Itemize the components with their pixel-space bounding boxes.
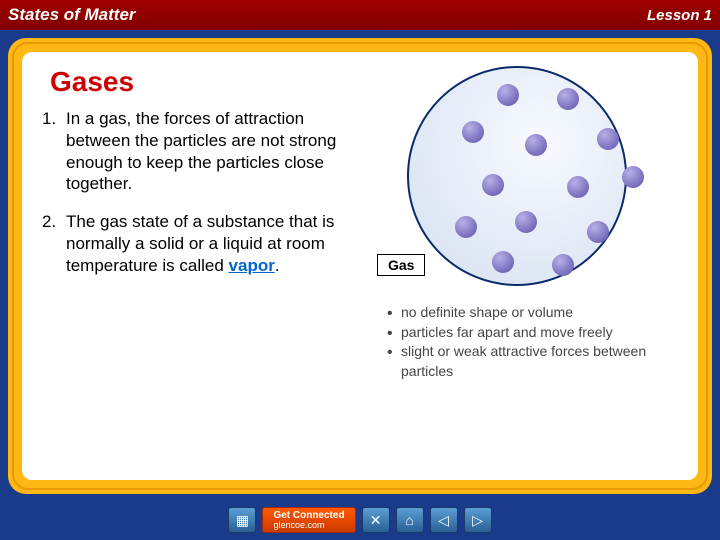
particle (497, 84, 519, 106)
bullet-item: particles far apart and move freely (387, 323, 678, 343)
point-2-text-a: The gas state of a substance that is nor… (66, 212, 334, 275)
connect-url: glencoe.com (273, 521, 344, 530)
particle (567, 176, 589, 198)
particle (455, 216, 477, 238)
section-title: Gases (50, 66, 352, 98)
point-1: 1. In a gas, the forces of attraction be… (42, 108, 352, 195)
home-icon[interactable]: ⌂ (396, 507, 424, 533)
forward-icon[interactable]: ▷ (464, 507, 492, 533)
particle (492, 251, 514, 273)
back-icon[interactable]: ◁ (430, 507, 458, 533)
diagram-bullets: no definite shape or volumeparticles far… (387, 303, 678, 381)
particle (587, 221, 609, 243)
header-bar: States of Matter Lesson 1 (0, 0, 720, 30)
point-2-text: The gas state of a substance that is nor… (66, 211, 352, 276)
header-title: States of Matter (8, 5, 136, 25)
point-2-number: 2. (42, 211, 66, 276)
particle (557, 88, 579, 110)
content-frame: Gases 1. In a gas, the forces of attract… (8, 38, 712, 494)
slide-frame: States of Matter Lesson 1 Gases 1. In a … (0, 0, 720, 540)
connect-title: Get Connected (273, 511, 344, 521)
diagram-column: Gas no definite shape or volumeparticles… (352, 66, 678, 466)
bullet-item: no definite shape or volume (387, 303, 678, 323)
particle (525, 134, 547, 156)
point-2-text-b: . (275, 256, 280, 275)
particle (462, 121, 484, 143)
particle (622, 166, 644, 188)
particle (515, 211, 537, 233)
text-column: Gases 1. In a gas, the forces of attract… (42, 66, 352, 466)
nav-bar: ▦ Get Connected glencoe.com ✕ ⌂ ◁ ▷ (0, 500, 720, 540)
diagram-label: Gas (377, 254, 425, 276)
close-icon[interactable]: ✕ (362, 507, 390, 533)
gas-diagram: Gas (377, 66, 657, 291)
image-icon[interactable]: ▦ (228, 507, 256, 533)
point-1-text: In a gas, the forces of attraction betwe… (66, 108, 352, 195)
content-panel: Gases 1. In a gas, the forces of attract… (22, 52, 698, 480)
particle (552, 254, 574, 276)
bullet-item: slight or weak attractive forces between… (387, 342, 678, 381)
get-connected-button[interactable]: Get Connected glencoe.com (262, 507, 355, 533)
particle (482, 174, 504, 196)
vapor-link[interactable]: vapor (229, 256, 275, 275)
point-2: 2. The gas state of a substance that is … (42, 211, 352, 276)
point-1-number: 1. (42, 108, 66, 195)
particle (597, 128, 619, 150)
lesson-badge: Lesson 1 (647, 7, 712, 24)
